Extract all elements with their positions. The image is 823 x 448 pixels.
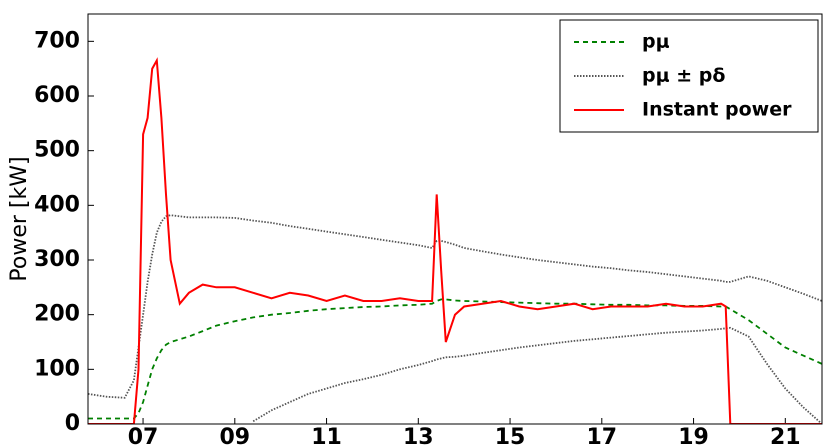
y-tick-label: 500 — [34, 138, 80, 163]
y-axis-label: Power [kW] — [7, 156, 32, 281]
legend-label: pμ — [642, 31, 670, 53]
series-line — [88, 214, 822, 399]
y-tick-label: 700 — [34, 28, 80, 53]
y-tick-label: 300 — [34, 247, 80, 272]
x-tick-label: 07 — [128, 425, 159, 448]
y-tick-label: 100 — [34, 356, 80, 381]
plot-frame — [87, 13, 823, 425]
x-tick-label: 11 — [311, 425, 342, 448]
x-tick-label: 09 — [219, 425, 250, 448]
legend-box — [559, 19, 819, 133]
y-tick-label: 0 — [65, 411, 80, 436]
y-tick-label: 400 — [34, 192, 80, 217]
y-tick-label: 200 — [34, 302, 80, 327]
x-tick-label: 15 — [495, 425, 526, 448]
x-tick-label: 19 — [678, 425, 709, 448]
series-line — [88, 57, 822, 424]
series-line — [88, 298, 822, 420]
x-tick-label: 17 — [586, 425, 617, 448]
plot-lines — [88, 57, 822, 424]
series-line-lower — [252, 326, 822, 424]
legend-label: pμ ± pδ — [642, 65, 725, 87]
x-tick-label: 13 — [403, 425, 434, 448]
x-tick-label: 21 — [770, 425, 801, 448]
y-tick-label: 600 — [34, 83, 80, 108]
legend-label: Instant power — [642, 99, 792, 121]
